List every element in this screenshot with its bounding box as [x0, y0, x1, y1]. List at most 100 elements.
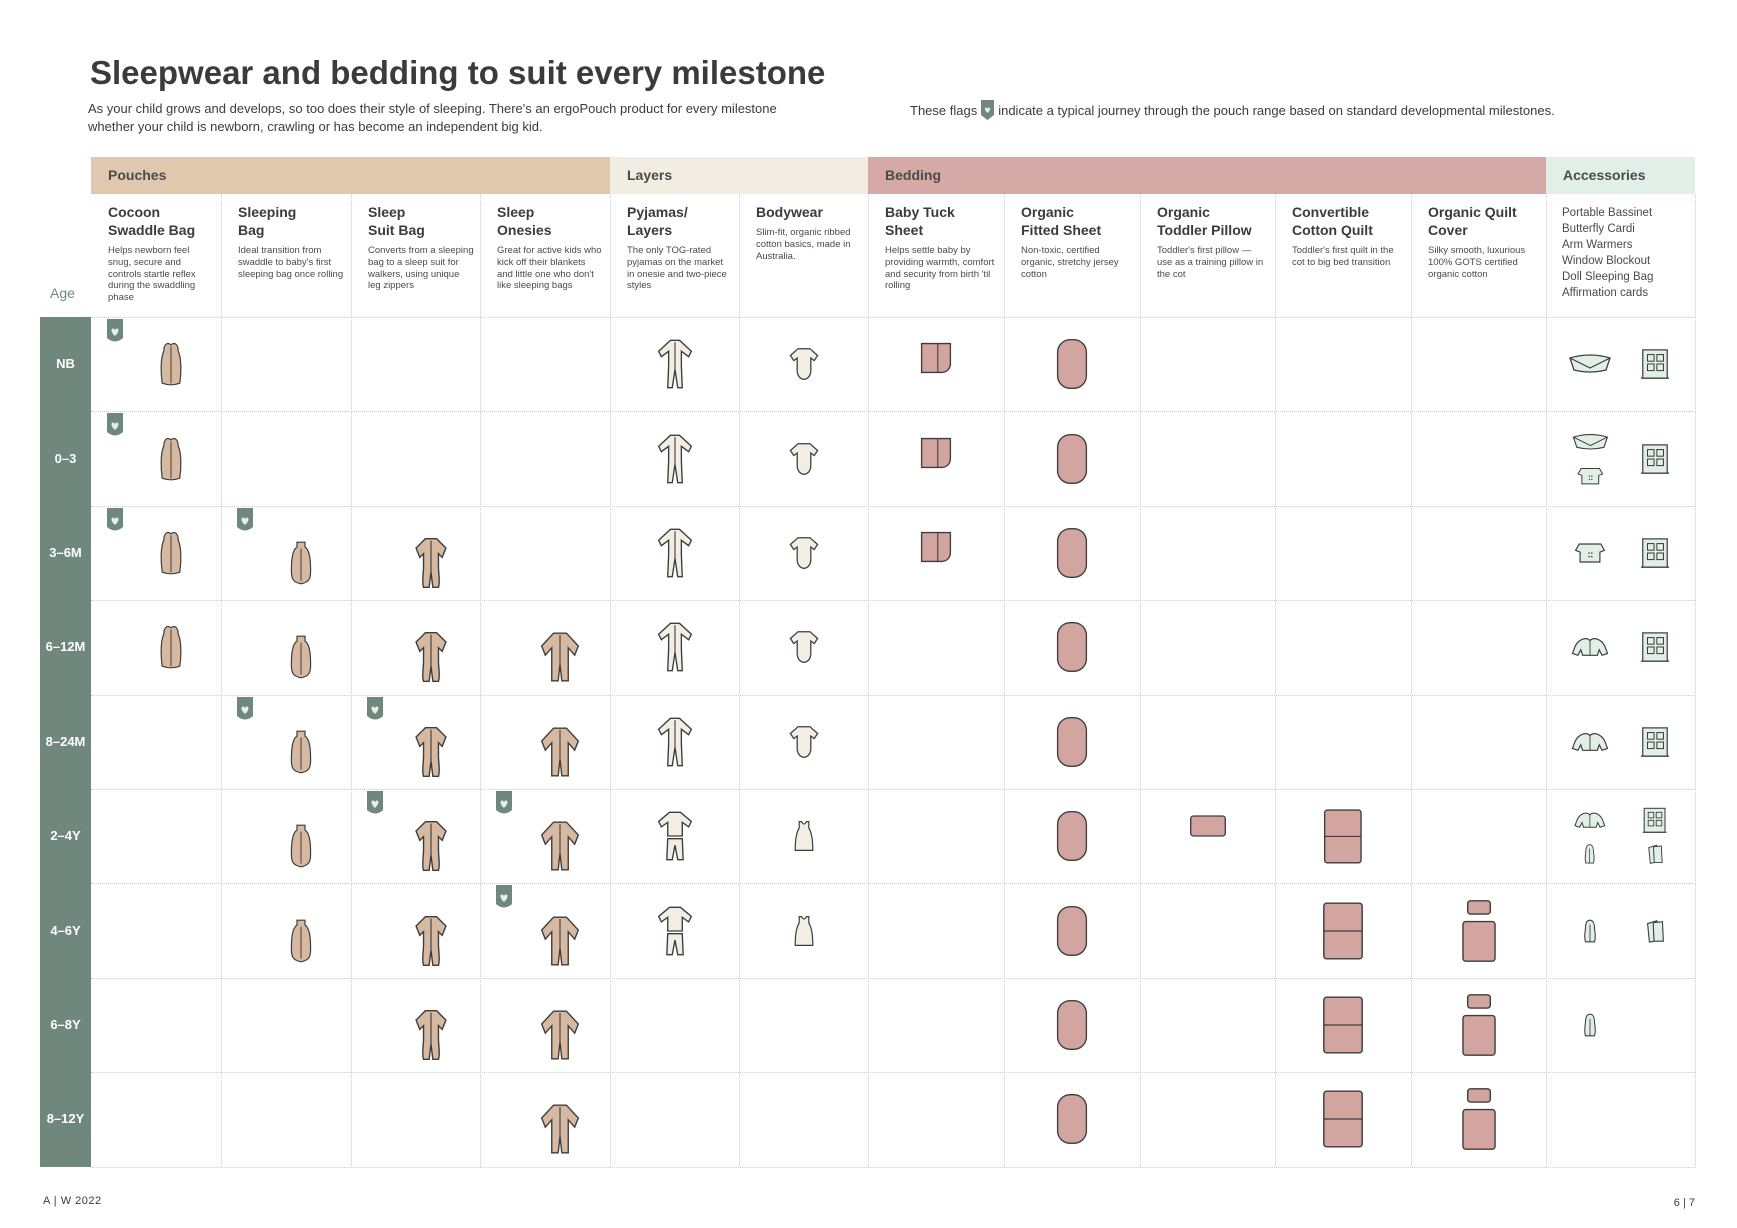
accessory-item: Doll Sleeping Bag	[1562, 271, 1654, 283]
grid-row-divider	[91, 600, 1695, 602]
grid-column-divider	[1004, 194, 1005, 1167]
affirmation-cards-icon	[1642, 917, 1668, 945]
grid-column-divider	[610, 194, 611, 1167]
product-name: Bodywear	[756, 204, 823, 220]
grid-column-divider	[1411, 194, 1412, 1167]
arm-warmers-icon	[1569, 635, 1611, 659]
cocoon-swaddle-bag-icon	[155, 337, 187, 391]
product-name: Organic Fitted Sheet	[1021, 204, 1102, 238]
butterfly-cardi-icon	[1572, 541, 1608, 565]
arm-warmers-icon	[1572, 810, 1608, 830]
accessories-list: Portable Bassinet Butterfly Cardi Arm Warm…	[1562, 205, 1653, 301]
flags-note-after: indicate a typical journey through the p…	[998, 102, 1555, 118]
product-description: The only TOG-rated pyjamas on the market…	[627, 245, 727, 292]
age-column	[40, 317, 91, 1167]
doll-sleeping-bag-icon	[1581, 917, 1599, 945]
sleep-onesie-icon	[538, 913, 582, 969]
grid-row-divider	[91, 505, 1695, 507]
grid-column-divider	[221, 194, 222, 1167]
bodysuit-icon	[787, 627, 821, 667]
flag-icon	[107, 413, 123, 439]
window-blockout-icon	[1639, 441, 1671, 477]
accessory-item: Window Blockout	[1562, 255, 1651, 267]
baby-tuck-sheet-icon	[918, 434, 954, 472]
portable-bassinet-icon	[1566, 352, 1614, 376]
age-row-label: 6–12M	[45, 639, 86, 655]
age-row-label: 8–24M	[45, 733, 86, 749]
butterfly-cardi-icon	[1575, 466, 1606, 486]
accessory-item: Portable Bassinet	[1562, 207, 1653, 219]
pyjama-onesie-icon	[655, 714, 695, 770]
quilt-cover-icon	[1460, 898, 1498, 964]
window-blockout-icon	[1641, 805, 1668, 836]
portable-bassinet-icon	[1570, 432, 1611, 452]
sleeping-bag-icon	[285, 630, 317, 684]
grid-column-divider	[1546, 194, 1547, 1167]
product-header: Bodywear Slim-fit, organic ribbed cotton …	[739, 203, 868, 262]
product-header: Pyjamas/ Layers The only TOG-rated pyjama…	[610, 203, 739, 292]
category-pouches: Pouches	[91, 157, 610, 194]
doll-sleeping-bag-icon	[1581, 1011, 1599, 1039]
sleep-suit-bag-icon	[412, 535, 450, 591]
accessory-item: Butterfly Cardi	[1562, 223, 1635, 235]
product-name: Sleep Onesies	[497, 204, 552, 238]
age-row-label: 6–8Y	[50, 1017, 81, 1032]
product-name: Sleep Suit Bag	[368, 204, 425, 238]
grid-row-divider	[91, 1166, 1695, 1168]
product-header: Convertible Cotton Quilt Toddler's first …	[1275, 203, 1411, 269]
sleep-suit-bag-icon	[412, 1007, 450, 1063]
product-description: Toddler's first pillow — use as a traini…	[1157, 245, 1264, 280]
flag-icon	[107, 319, 123, 345]
sleep-onesie-icon	[538, 1101, 582, 1157]
product-name: Cocoon Swaddle Bag	[108, 204, 196, 238]
flag-icon	[367, 791, 383, 817]
product-header: Organic Toddler Pillow Toddler's first pi…	[1140, 203, 1275, 280]
age-row-label: 2–4Y	[50, 828, 81, 844]
grid-row-divider	[91, 694, 1695, 696]
product-header: Sleep Suit Bag Converts from a sleeping b…	[351, 203, 480, 292]
category-layers: Layers	[610, 157, 868, 194]
sleep-suit-bag-icon	[412, 818, 450, 874]
product-description: Ideal transition from swaddle to baby's …	[238, 245, 344, 280]
flag-icon	[237, 696, 253, 723]
product-name: Baby Tuck Sheet	[885, 204, 955, 238]
sleep-suit-bag-icon	[412, 629, 450, 685]
age-row-label: 3–6M	[49, 545, 82, 560]
cotton-quilt-icon	[1320, 1088, 1366, 1150]
pyjama-onesie-icon	[655, 525, 695, 581]
cotton-quilt-icon	[1320, 994, 1366, 1056]
category-accessories: Accessories	[1546, 157, 1695, 194]
fitted-sheet-icon	[1054, 523, 1090, 583]
footer-page-number: 6 | 7	[1673, 1197, 1695, 1209]
fitted-sheet-icon	[1054, 429, 1090, 489]
baby-tuck-sheet-icon	[918, 528, 954, 566]
sleep-onesie-icon	[538, 629, 582, 685]
intro-text: As your child grows and develops, so too…	[88, 101, 777, 134]
grid-column-divider	[868, 194, 869, 1167]
grid-row-divider	[91, 411, 1695, 413]
grid-column-divider	[1275, 194, 1276, 1167]
product-header: Sleeping Bag Ideal transition from swaddl…	[221, 203, 351, 280]
flag-icon	[107, 507, 123, 534]
product-name: Organic Toddler Pillow	[1157, 204, 1252, 238]
grid-row-divider	[91, 977, 1695, 979]
grid-row-divider	[91, 317, 1695, 318]
product-header: Organic Quilt Cover Silky smooth, luxurio…	[1411, 203, 1546, 280]
fitted-sheet-icon	[1054, 334, 1090, 394]
window-blockout-icon	[1639, 535, 1671, 571]
grid-column-divider	[1695, 194, 1696, 1167]
accessory-item: Affirmation cards	[1562, 287, 1649, 299]
pyjama-onesie-icon	[655, 431, 695, 487]
doll-sleeping-bag-icon	[1582, 842, 1597, 866]
product-description: Toddler's first quilt in the cot to big …	[1292, 245, 1394, 268]
grid-column-divider	[480, 194, 481, 1167]
baby-tuck-sheet-icon	[918, 339, 954, 377]
affirmation-cards-icon	[1644, 842, 1666, 866]
grid-column-divider	[1140, 194, 1141, 1167]
product-header: Sleep Onesies Great for active kids who k…	[480, 203, 610, 292]
fitted-sheet-icon	[1054, 995, 1090, 1055]
product-description: Helps newborn feel snug, secure and cont…	[108, 245, 196, 304]
singlet-icon	[792, 912, 816, 950]
product-header: Organic Fitted Sheet Non-toxic, certified…	[1004, 203, 1140, 280]
